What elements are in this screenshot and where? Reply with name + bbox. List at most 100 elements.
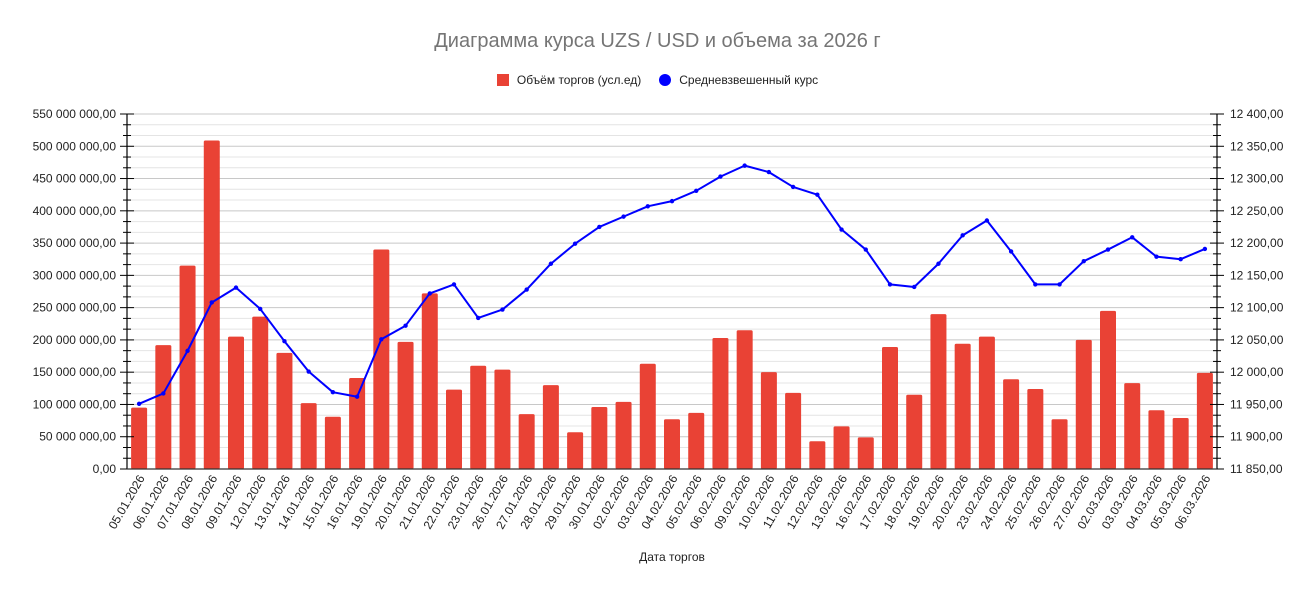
volume-bar[interactable] [785,392,802,469]
volume-bar[interactable] [349,377,366,469]
rate-point[interactable] [136,401,142,407]
rate-point[interactable] [330,389,336,395]
rate-point[interactable] [1008,249,1014,254]
volume-bar[interactable] [1148,410,1165,469]
volume-bar[interactable] [421,293,438,469]
legend-item-volume[interactable]: Объём торгов (усл.ед) [496,73,641,87]
legend-item-rate[interactable]: Средневзвешенный курс [659,73,818,87]
rate-point[interactable] [960,233,965,238]
volume-bar[interactable] [494,369,511,469]
volume-bar[interactable] [1196,372,1213,469]
volume-bar[interactable] [833,426,850,469]
volume-bar[interactable] [736,330,753,469]
volume-bar[interactable] [518,414,535,469]
rate-point[interactable] [548,261,554,266]
rate-point[interactable] [185,348,190,354]
volume-bar[interactable] [567,432,584,469]
volume-bar[interactable] [1027,388,1044,469]
rate-point[interactable] [742,163,747,168]
legend-circle-icon [659,74,672,86]
rate-point[interactable] [1081,258,1086,264]
rate-point[interactable] [597,224,602,230]
rate-point[interactable] [500,307,505,312]
rate-point[interactable] [1105,247,1111,252]
volume-bar[interactable] [857,437,874,469]
volume-bar[interactable] [300,403,317,469]
volume-bar[interactable] [639,363,656,469]
volume-bar[interactable] [228,336,244,469]
rate-point[interactable] [524,287,529,292]
rate-point[interactable] [209,300,214,305]
rate-point[interactable] [306,369,311,374]
volume-bar[interactable] [470,365,487,469]
volume-bar[interactable] [397,341,414,469]
volume-bar[interactable] [252,316,269,469]
volume-bar[interactable] [760,372,777,469]
volume-bar[interactable] [179,265,196,469]
rate-point[interactable] [984,218,990,223]
volume-bar[interactable] [276,352,293,469]
volume-bar[interactable] [930,314,947,469]
volume-bar[interactable] [1172,418,1189,469]
rate-point[interactable] [815,192,820,197]
rate-point[interactable] [572,241,578,246]
volume-bar[interactable] [615,401,632,469]
rate-point[interactable] [161,391,166,396]
volume-bar[interactable] [809,441,826,469]
rate-point[interactable] [379,337,384,342]
rate-point[interactable] [403,323,408,328]
rate-point[interactable] [354,394,360,399]
rate-point[interactable] [645,204,650,209]
volume-bar[interactable] [373,249,390,469]
rate-point[interactable] [863,247,868,252]
volume-bar[interactable] [1075,339,1092,469]
volume-bar[interactable] [954,343,971,469]
rate-point[interactable] [1202,246,1208,252]
rate-point[interactable] [1057,282,1062,287]
volume-bar[interactable] [131,407,148,469]
rate-point[interactable] [766,169,772,175]
rate-point[interactable] [476,315,481,321]
rate-point[interactable] [839,227,844,232]
rate-point[interactable] [790,184,796,190]
rate-point[interactable] [282,339,287,344]
rate-point[interactable] [427,291,432,296]
y-axis-left-labels: 0,00 50 000 000,00 100 000 000,00 150 000 0… [33,107,117,476]
rate-point[interactable] [936,261,941,266]
volume-bar[interactable] [688,412,705,469]
rate-point[interactable] [258,306,263,312]
volume-bar[interactable] [155,345,172,469]
y-tick-label-right: 12 250,00 [1230,204,1284,218]
volume-bar[interactable] [324,416,341,469]
rate-point[interactable] [912,284,917,290]
rate-point[interactable] [887,282,893,287]
rate-point[interactable] [1154,254,1159,259]
volume-bar[interactable] [712,337,729,469]
rate-point[interactable] [694,188,699,194]
volume-bar[interactable] [1124,383,1141,469]
volume-bar[interactable] [906,394,923,469]
legend-label-rate: Средневзвешенный курс [679,73,819,87]
y-tick-label-right: 12 400,00 [1230,107,1284,121]
volume-bar[interactable] [203,140,220,470]
rate-point[interactable] [669,198,675,204]
volume-bar[interactable] [1100,310,1116,469]
volume-bar[interactable] [1051,419,1068,469]
volume-bar[interactable] [446,389,462,469]
rate-point[interactable] [718,174,723,179]
y-tick-label-right: 11 850,00 [1230,462,1283,476]
volume-bar[interactable] [542,385,559,469]
volume-bar[interactable] [664,419,680,469]
y-tick-label-left: 500 000 000,00 [33,139,117,153]
rate-point[interactable] [1033,282,1038,287]
volume-bar[interactable] [591,407,608,469]
y-axis-right-labels: 11 850,00 11 900,00 11 950,00 12 000,00 12 0… [1230,107,1284,476]
volume-bar[interactable] [1003,379,1020,469]
volume-bar[interactable] [978,336,995,469]
rate-point[interactable] [1130,235,1135,240]
rate-point[interactable] [621,214,626,219]
rate-point[interactable] [451,282,457,287]
volume-bar[interactable] [882,347,898,469]
rate-point[interactable] [1178,257,1183,262]
rate-point[interactable] [233,285,239,290]
